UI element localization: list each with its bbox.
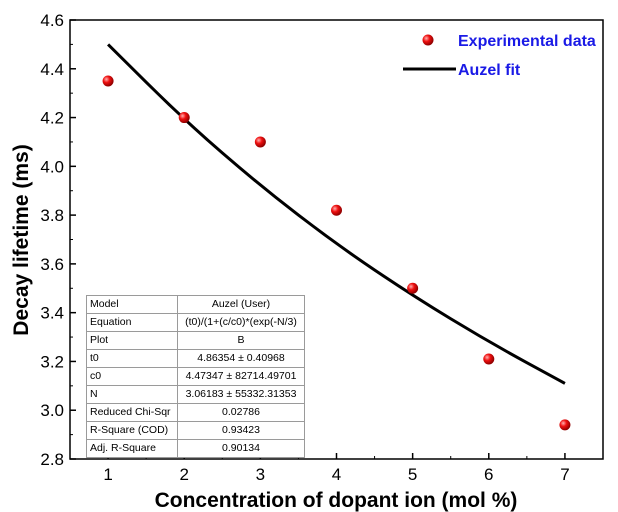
- data-point: [483, 353, 495, 365]
- fit-table-key: Model: [86, 295, 178, 314]
- legend-marker-experimental: [422, 34, 434, 46]
- legend-label-fit: Auzel fit: [458, 62, 521, 79]
- fit-table-row: Equation (t0)/(1+(c/c0)*(exp(-N/3): [86, 313, 305, 332]
- y-tick-label: 4.0: [40, 157, 64, 176]
- data-point: [559, 419, 571, 431]
- fit-table-value: B: [177, 331, 305, 350]
- legend-label-experimental: Experimental data: [458, 33, 596, 50]
- data-points: [102, 75, 571, 431]
- y-tick-label: 3.0: [40, 401, 64, 420]
- y-axis-title: Decay lifetime (ms): [10, 144, 33, 335]
- fit-table-row: c0 4.47347 ± 82714.49701: [86, 367, 305, 386]
- x-tick-label: 7: [560, 465, 569, 484]
- x-tick-label: 4: [332, 465, 341, 484]
- data-point: [102, 75, 114, 87]
- fit-table-value: Auzel (User): [177, 295, 305, 314]
- fit-table-value: 0.90134: [177, 439, 305, 458]
- x-tick-label: 3: [256, 465, 265, 484]
- fit-table-value: 0.02786: [177, 403, 305, 422]
- fit-table-key: Adj. R-Square: [86, 439, 178, 458]
- data-point: [254, 136, 266, 148]
- fit-table-key: N: [86, 385, 178, 404]
- y-tick-label: 3.6: [40, 255, 64, 274]
- fit-table-row: N 3.06183 ± 55332.31353: [86, 385, 305, 404]
- x-tick-label: 2: [179, 465, 188, 484]
- data-point: [331, 204, 342, 216]
- fit-table-value: 4.47347 ± 82714.49701: [177, 367, 305, 386]
- fit-table-value: (t0)/(1+(c/c0)*(exp(-N/3): [177, 313, 305, 332]
- fit-table-value: 4.86354 ± 0.40968: [177, 349, 305, 368]
- fit-table-row: Adj. R-Square 0.90134: [86, 439, 305, 458]
- y-tick-label: 3.2: [40, 352, 64, 371]
- fit-results-table: Model Auzel (User) Equation (t0)/(1+(c/c0)*…: [86, 295, 305, 458]
- data-point: [178, 112, 190, 124]
- y-tick-label: 4.2: [40, 109, 64, 128]
- y-tick-label: 3.4: [40, 304, 64, 323]
- fit-table-key: R-Square (COD): [86, 421, 178, 440]
- y-axis: 2.8 3.0 3.2 3.4 3.6 3.8 4.0 4.2 4.4 4.6: [40, 11, 76, 469]
- x-tick-label: 1: [103, 465, 112, 484]
- fit-table-key: Reduced Chi-Sqr: [86, 403, 178, 422]
- fit-curve-line: [107, 43, 566, 385]
- fit-table-row: Plot B: [86, 331, 305, 350]
- x-axis-title: Concentration of dopant ion (mol %): [155, 489, 518, 512]
- y-tick-label: 4.6: [40, 11, 64, 30]
- fit-table-key: Equation: [86, 313, 178, 332]
- x-tick-label: 5: [408, 465, 417, 484]
- x-tick-label: 6: [484, 465, 493, 484]
- fit-table-key: c0: [86, 367, 178, 386]
- fit-table-key: Plot: [86, 331, 178, 350]
- fit-table-row: t0 4.86354 ± 0.40968: [86, 349, 305, 368]
- fit-table-key: t0: [86, 349, 178, 368]
- fit-table-row: R-Square (COD) 0.93423: [86, 421, 305, 440]
- legend: Experimental data Auzel fit: [403, 33, 596, 79]
- fit-table-value: 3.06183 ± 55332.31353: [177, 385, 305, 404]
- fit-table-value: 0.93423: [177, 421, 305, 440]
- y-tick-label: 4.4: [40, 60, 64, 79]
- y-tick-label: 2.8: [40, 450, 64, 469]
- fit-table-row: Reduced Chi-Sqr 0.02786: [86, 403, 305, 422]
- fit-table-row: Model Auzel (User): [86, 295, 305, 314]
- y-tick-label: 3.8: [40, 206, 64, 225]
- data-point: [407, 282, 419, 294]
